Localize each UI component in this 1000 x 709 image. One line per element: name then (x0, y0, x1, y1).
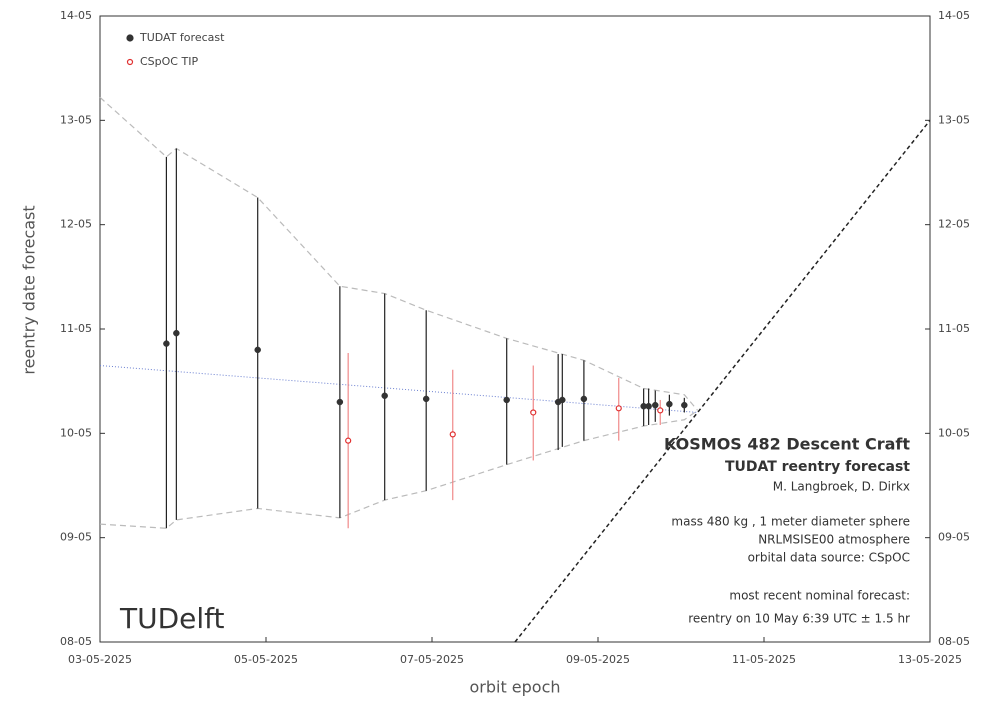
logo: TUDelft (119, 602, 225, 635)
point (422, 395, 430, 403)
annotation-recent: most recent nominal forecast: (729, 589, 910, 603)
y-tick-label: 11-05 (60, 322, 92, 335)
x-tick-label: 05-05-2025 (234, 653, 298, 666)
y-tick-label-right: 10-05 (938, 426, 970, 439)
y-tick-label-right: 09-05 (938, 531, 970, 544)
annotation-title: KOSMOS 482 Descent Craft (664, 435, 910, 454)
point (681, 401, 688, 409)
envelope-upper (99, 96, 699, 411)
point (163, 340, 170, 347)
point (666, 400, 673, 408)
legend-marker (126, 34, 134, 42)
annotation-subtitle: TUDAT reentry forecast (725, 459, 910, 475)
point (381, 392, 388, 400)
diagonal-line (514, 119, 931, 643)
y-tick-label: 13-05 (60, 113, 92, 126)
y-tick-label: 12-05 (60, 218, 92, 231)
point (173, 329, 180, 337)
annotation-source: orbital data source: CSpOC (748, 551, 910, 565)
plot-frame (99, 15, 931, 643)
trend-line (99, 365, 698, 413)
y-tick-label: 10-05 (60, 426, 92, 439)
point (336, 398, 344, 406)
point (580, 395, 588, 403)
x-tick-label: 11-05-2025 (732, 653, 796, 666)
y-tick-label-right: 11-05 (938, 322, 970, 335)
annotation-mass: mass 480 kg , 1 meter diameter sphere (671, 515, 910, 529)
annotation-reentry: reentry on 10 May 6:39 UTC ± 1.5 hr (688, 612, 910, 626)
x-axis-title: orbit epoch (469, 678, 560, 697)
y-tick-label-right: 14-05 (938, 9, 970, 22)
y-tick-label-right: 08-05 (938, 635, 970, 648)
x-tick-label: 03-05-2025 (68, 653, 132, 666)
point (559, 396, 566, 404)
envelope-lower (99, 409, 698, 529)
point (345, 437, 352, 444)
y-tick-label: 08-05 (60, 635, 92, 648)
y-tick-label: 09-05 (60, 531, 92, 544)
x-tick-label: 09-05-2025 (566, 653, 630, 666)
annotation-authors: M. Langbroek, D. Dirkx (773, 480, 910, 494)
point (645, 402, 652, 410)
y-axis-title: reentry date forecast (20, 205, 39, 374)
point (652, 401, 659, 409)
point (657, 407, 664, 414)
point (530, 409, 537, 416)
y-tick-label-right: 12-05 (938, 218, 970, 231)
point (503, 396, 510, 404)
point (449, 431, 456, 438)
x-tick-label: 07-05-2025 (400, 653, 464, 666)
legend-marker (126, 58, 134, 66)
point (254, 346, 261, 354)
annotation-atmosphere: NRLMSISE00 atmosphere (758, 533, 910, 547)
legend-label: TUDAT forecast (139, 31, 225, 44)
point (615, 405, 622, 412)
x-tick-label: 13-05-2025 (898, 653, 962, 666)
y-tick-label: 14-05 (60, 9, 92, 22)
legend-label: CSpOC TIP (140, 55, 198, 68)
y-tick-label-right: 13-05 (938, 113, 970, 126)
